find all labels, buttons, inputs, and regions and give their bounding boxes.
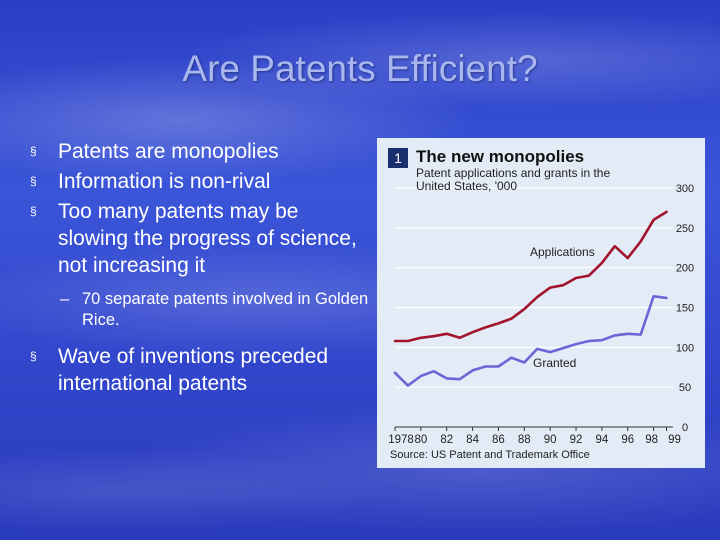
x-tick-label: 1978 — [388, 434, 414, 446]
bullet-item: § Too many patents may be slowing the pr… — [30, 198, 370, 279]
bullet-text: Too many patents may be slowing the prog… — [58, 200, 357, 277]
x-tick-label: 98 — [645, 434, 658, 446]
bullet-text: Patents are monopolies — [58, 140, 279, 163]
sub-bullet-text: 70 separate patents involved in Golden R… — [82, 290, 369, 329]
x-tick-label: 86 — [492, 434, 505, 446]
bullet-text: Information is non-rival — [58, 170, 271, 193]
bullet-marker: § — [30, 204, 37, 218]
y-tick-label: 50 — [679, 382, 691, 394]
bullet-item: § Wave of inventions preceded internatio… — [30, 343, 370, 397]
sub-bullet-marker: – — [60, 290, 70, 308]
slide-title: Are Patents Efficient? — [182, 48, 538, 89]
x-tick-label: 96 — [621, 434, 634, 446]
y-tick-label: 200 — [676, 263, 694, 275]
chart-subtitle-box: Patent applications and grants in the Un… — [416, 167, 611, 193]
x-tick-label: 80 — [414, 434, 427, 446]
x-tick-label: 84 — [466, 434, 479, 446]
x-tick-label: 82 — [440, 434, 453, 446]
x-tick-label: 92 — [570, 434, 583, 446]
bullet-text: Wave of inventions preceded internationa… — [58, 345, 329, 395]
chart-title: The new monopolies — [416, 147, 584, 166]
y-tick-label: 0 — [682, 422, 688, 434]
sub-bullet-item: – 70 separate patents involved in Golden… — [60, 289, 370, 331]
y-tick-label: 300 — [676, 183, 694, 195]
series-lines — [393, 210, 668, 387]
x-tick-label: 99 — [668, 434, 681, 446]
series-line-granted — [393, 295, 668, 387]
bullet-marker: § — [30, 349, 37, 363]
chart-panel: 1 The new monopolies Patent applications… — [377, 138, 705, 468]
chart-source: Source: US Patent and Trademark Office — [390, 449, 590, 461]
patents-line-chart: 1 The new monopolies Patent applications… — [388, 147, 694, 461]
bullet-list: § Patents are monopolies § Information i… — [30, 138, 370, 400]
bullet-marker: § — [30, 174, 37, 188]
series-label-applications: Applications — [530, 245, 595, 259]
gridlines — [395, 187, 673, 428]
x-tick-label: 88 — [518, 434, 531, 446]
bullet-item: § Information is non-rival — [30, 168, 370, 195]
bullet-item: § Patents are monopolies — [30, 138, 370, 165]
x-axis-ticks: 1978 80 82 84 86 88 90 92 94 96 98 99 — [388, 427, 681, 446]
x-tick-label: 90 — [544, 434, 557, 446]
series-line-applications — [393, 210, 668, 343]
y-tick-label: 100 — [676, 342, 694, 354]
chart-subtitle: Patent applications and grants in the Un… — [416, 167, 611, 193]
chart-number-badge: 1 — [394, 150, 402, 166]
y-axis-ticks: 0 50 100 150 200 250 300 — [676, 183, 694, 434]
y-tick-label: 250 — [676, 223, 694, 235]
series-label-granted: Granted — [533, 356, 576, 370]
chart-number-badge-bg — [388, 148, 408, 168]
y-tick-label: 150 — [676, 303, 694, 315]
bullet-marker: § — [30, 144, 37, 158]
x-tick-label: 94 — [595, 434, 608, 446]
